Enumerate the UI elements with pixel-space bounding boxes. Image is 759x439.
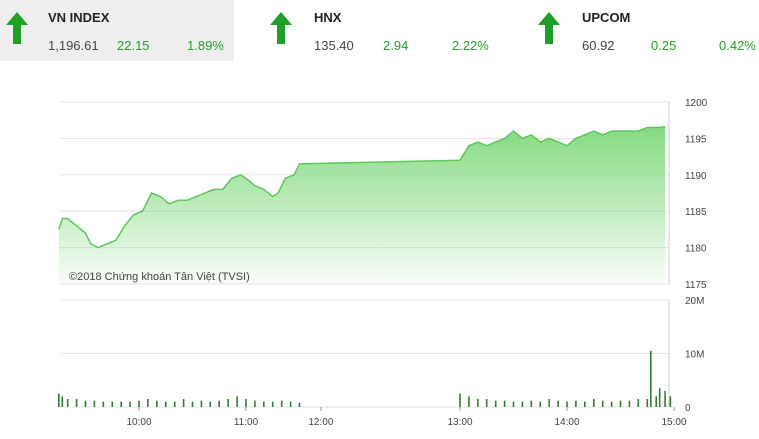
time-tick-label: 12:00 <box>308 417 333 428</box>
volume-bar <box>263 401 265 407</box>
index-price: 1,196.61 <box>48 38 99 53</box>
volume-bar <box>637 399 640 407</box>
volume-bar <box>468 396 470 407</box>
price-tick-label: 1190 <box>685 171 707 182</box>
volume-bar <box>593 399 595 407</box>
volume-bar <box>610 401 613 407</box>
volume-bar <box>650 350 652 407</box>
volume-bar <box>548 399 550 407</box>
volume-bar <box>575 400 577 407</box>
price-tick-label: 1195 <box>685 134 707 145</box>
index-change: 22.15 <box>117 38 150 53</box>
volume-bar <box>289 401 292 407</box>
up-arrow-icon <box>6 12 28 44</box>
volume-bar <box>173 401 176 407</box>
index-price: 135.40 <box>314 38 354 53</box>
volume-gridlines <box>59 299 670 408</box>
index-change: 2.94 <box>383 38 409 53</box>
volume-bar <box>61 396 64 407</box>
index-price: 60.92 <box>582 38 615 53</box>
volume-bar <box>164 401 167 407</box>
volume-bar <box>557 400 559 407</box>
volume-bar <box>218 400 220 407</box>
volume-bar <box>655 396 657 407</box>
volume-bar <box>200 400 203 407</box>
copyright-text: ©2018 Chứng khoán Tân Việt (TVSI) <box>69 271 250 283</box>
volume-bar <box>584 401 586 407</box>
volume-bar <box>566 401 568 407</box>
time-tick-label: 15:00 <box>661 417 686 428</box>
index-name: VN INDEX <box>48 10 110 25</box>
index-change: 0.25 <box>651 38 677 53</box>
volume-bar <box>84 400 87 407</box>
volume-bar <box>236 396 238 407</box>
time-tick-label: 10:00 <box>126 417 151 428</box>
volume-bar <box>227 399 229 407</box>
volume-bar <box>111 401 114 407</box>
volume-bar <box>669 396 672 407</box>
volume-bar <box>75 399 78 407</box>
volume-bar <box>298 402 301 407</box>
volume-bar <box>658 388 661 407</box>
volume-bar <box>182 399 185 407</box>
volume-bar <box>58 393 60 407</box>
volume-bar <box>129 401 131 407</box>
volume-bar <box>503 400 506 407</box>
volume-bar <box>521 401 524 407</box>
index-summary-bar: VN INDEX 1,196.61 22.15 1.89% HNX 135.40… <box>0 0 759 61</box>
time-tick-label: 13:00 <box>447 417 472 428</box>
price-tick-label: 1185 <box>685 207 707 218</box>
volume-bar <box>245 399 247 407</box>
volume-bar <box>93 400 96 407</box>
up-arrow-icon <box>538 12 560 44</box>
index-name: UPCOM <box>582 10 631 25</box>
volume-tick-label: 10M <box>685 350 704 361</box>
time-tick-label: 14:00 <box>554 417 579 428</box>
volume-bar <box>664 390 666 407</box>
index-percent: 1.89% <box>187 38 224 53</box>
volume-bar <box>477 399 479 407</box>
volume-bar <box>138 400 140 407</box>
volume-tick-label: 0 <box>685 403 691 414</box>
volume-bar <box>628 400 631 407</box>
index-percent: 0.42% <box>719 38 756 53</box>
volume-bar <box>601 400 604 407</box>
volume-bar <box>539 401 542 407</box>
volume-bar <box>494 400 497 407</box>
volume-bar <box>191 401 194 407</box>
index-tile-upcom[interactable]: UPCOM 60.92 0.25 0.42% <box>532 0 759 61</box>
price-tick-label: 1180 <box>685 244 707 255</box>
price-area <box>58 126 666 284</box>
volume-bar <box>254 400 256 407</box>
volume-bar <box>485 399 488 407</box>
volume-tick-label: 20M <box>685 296 704 307</box>
volume-bar <box>209 401 212 407</box>
volume-bar <box>66 399 69 407</box>
index-name: HNX <box>314 10 342 25</box>
volume-bar <box>646 399 649 407</box>
time-tick-label: 11:00 <box>234 417 259 428</box>
volume-bar <box>459 393 461 407</box>
volume-bar <box>147 399 149 407</box>
volume-bar <box>619 400 622 407</box>
price-tick-label: 1200 <box>685 98 708 109</box>
index-percent: 2.22% <box>452 38 489 53</box>
price-tick-label: 1175 <box>685 280 707 291</box>
volume-bar <box>530 400 533 407</box>
price-axis-ticks: 1200 1195 1190 1185 1180 1175 <box>685 98 708 291</box>
volume-bar <box>280 400 283 407</box>
volume-bars <box>58 350 672 407</box>
volume-bar <box>271 401 274 407</box>
up-arrow-icon <box>270 12 292 44</box>
index-tile-hnx[interactable]: HNX 135.40 2.94 2.22% <box>264 0 504 61</box>
index-tile-vnindex[interactable]: VN INDEX 1,196.61 22.15 1.89% <box>0 0 234 61</box>
time-axis-ticks: 10:00 11:00 12:00 13:00 14:00 15:00 <box>126 407 687 428</box>
volume-bar <box>156 400 158 407</box>
price-line <box>58 126 666 249</box>
volume-bar <box>102 401 105 407</box>
volume-axis-ticks: 20M 10M 0 <box>685 296 704 414</box>
volume-bar <box>120 401 122 407</box>
volume-bar <box>512 401 515 407</box>
